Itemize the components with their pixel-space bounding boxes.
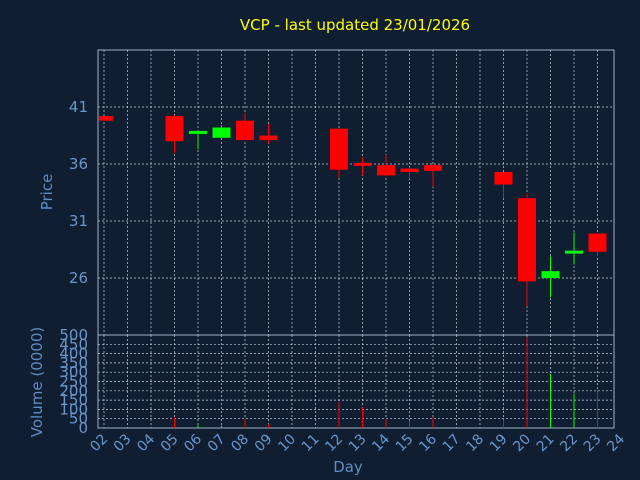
candle-body	[353, 162, 372, 166]
volume-bars	[174, 336, 598, 428]
x-tick: 22	[557, 431, 581, 455]
x-tick: 21	[534, 431, 558, 455]
x-tick: 18	[463, 431, 487, 455]
candle-14	[377, 154, 395, 177]
x-tick: 17	[440, 431, 464, 455]
x-tick: 13	[346, 431, 370, 455]
candle-body	[541, 271, 560, 278]
volume-y-tick: 350	[59, 354, 88, 372]
volume-y-tick: 150	[59, 391, 88, 409]
x-axis-ticks: 02 03 04 05 06 07 08 09 10 11 12 13 14 15 16 17 18 19 20 21…	[87, 431, 628, 455]
volume-y-tick: 300	[59, 363, 88, 381]
volume-grid	[98, 334, 614, 429]
candle-15	[400, 167, 419, 179]
price-y-tick: 41	[69, 98, 88, 116]
x-tick: 24	[604, 431, 628, 455]
price-y-tick: 36	[69, 155, 88, 173]
candle-20	[518, 193, 536, 307]
candle-body	[99, 116, 113, 121]
volume-y-tick: 400	[59, 345, 88, 363]
volume-axis-label: Volume (0000)	[28, 327, 46, 437]
candle-body	[165, 116, 184, 142]
chart-title: VCP - last updated 23/01/2026	[240, 16, 470, 34]
volume-y-tick: 500	[59, 326, 88, 344]
volume-y-tick: 50	[69, 410, 88, 428]
candle-13	[353, 157, 372, 176]
candle-body	[400, 168, 419, 172]
candle-body	[377, 165, 395, 176]
x-tick: 09	[252, 431, 276, 455]
candle-22	[565, 232, 583, 265]
candle-body	[330, 128, 348, 170]
x-tick: 11	[299, 431, 323, 455]
x-tick: 02	[87, 431, 111, 455]
x-tick: 23	[581, 431, 605, 455]
candle-12	[330, 128, 348, 178]
volume-y-tick: 250	[59, 373, 88, 391]
x-tick: 03	[111, 431, 135, 455]
volume-y-tick: 0	[78, 419, 88, 437]
x-tick: 07	[205, 431, 229, 455]
candle-23	[588, 233, 607, 257]
x-tick: 10	[275, 431, 299, 455]
price-y-tick: 31	[69, 212, 88, 230]
candle-21	[541, 256, 560, 298]
candle-05	[165, 114, 184, 153]
candle-body	[494, 171, 513, 185]
x-tick: 05	[158, 431, 182, 455]
volume-plot-border	[97, 334, 615, 429]
x-tick: 12	[322, 431, 346, 455]
candle-body	[259, 135, 278, 141]
candle-07	[212, 125, 231, 138]
volume-y-tick: 200	[59, 382, 88, 400]
candle-08	[236, 112, 254, 141]
price-y-tick: 26	[69, 269, 88, 287]
x-tick: 15	[393, 431, 417, 455]
candles	[99, 112, 607, 307]
candle-body	[424, 165, 442, 171]
x-tick: 20	[510, 431, 534, 455]
volume-y-tick: 450	[59, 335, 88, 353]
price-plot-border	[97, 49, 615, 336]
price-panel: 26 31 36 41 Price	[38, 49, 615, 336]
x-tick: 14	[369, 431, 393, 455]
candle-body	[565, 250, 583, 254]
volume-y-tick: 100	[59, 400, 88, 418]
candle-body	[588, 233, 607, 252]
candle-16	[424, 164, 442, 187]
candle-body	[518, 198, 536, 282]
price-y-ticks: 26 31 36 41	[69, 98, 88, 287]
candle-body	[236, 120, 254, 141]
candle-02	[99, 116, 113, 121]
candle-19	[494, 171, 513, 199]
x-tick: 08	[228, 431, 252, 455]
candle-06	[189, 130, 207, 150]
x-tick: 16	[416, 431, 440, 455]
x-tick: 19	[487, 431, 511, 455]
x-tick: 04	[134, 431, 158, 455]
price-grid	[98, 50, 614, 335]
x-tick: 06	[181, 431, 205, 455]
candle-body	[212, 127, 231, 138]
x-axis-label: Day	[333, 458, 363, 476]
candle-body	[189, 130, 207, 134]
price-axis-label: Price	[38, 174, 56, 211]
candle-09	[259, 124, 278, 144]
